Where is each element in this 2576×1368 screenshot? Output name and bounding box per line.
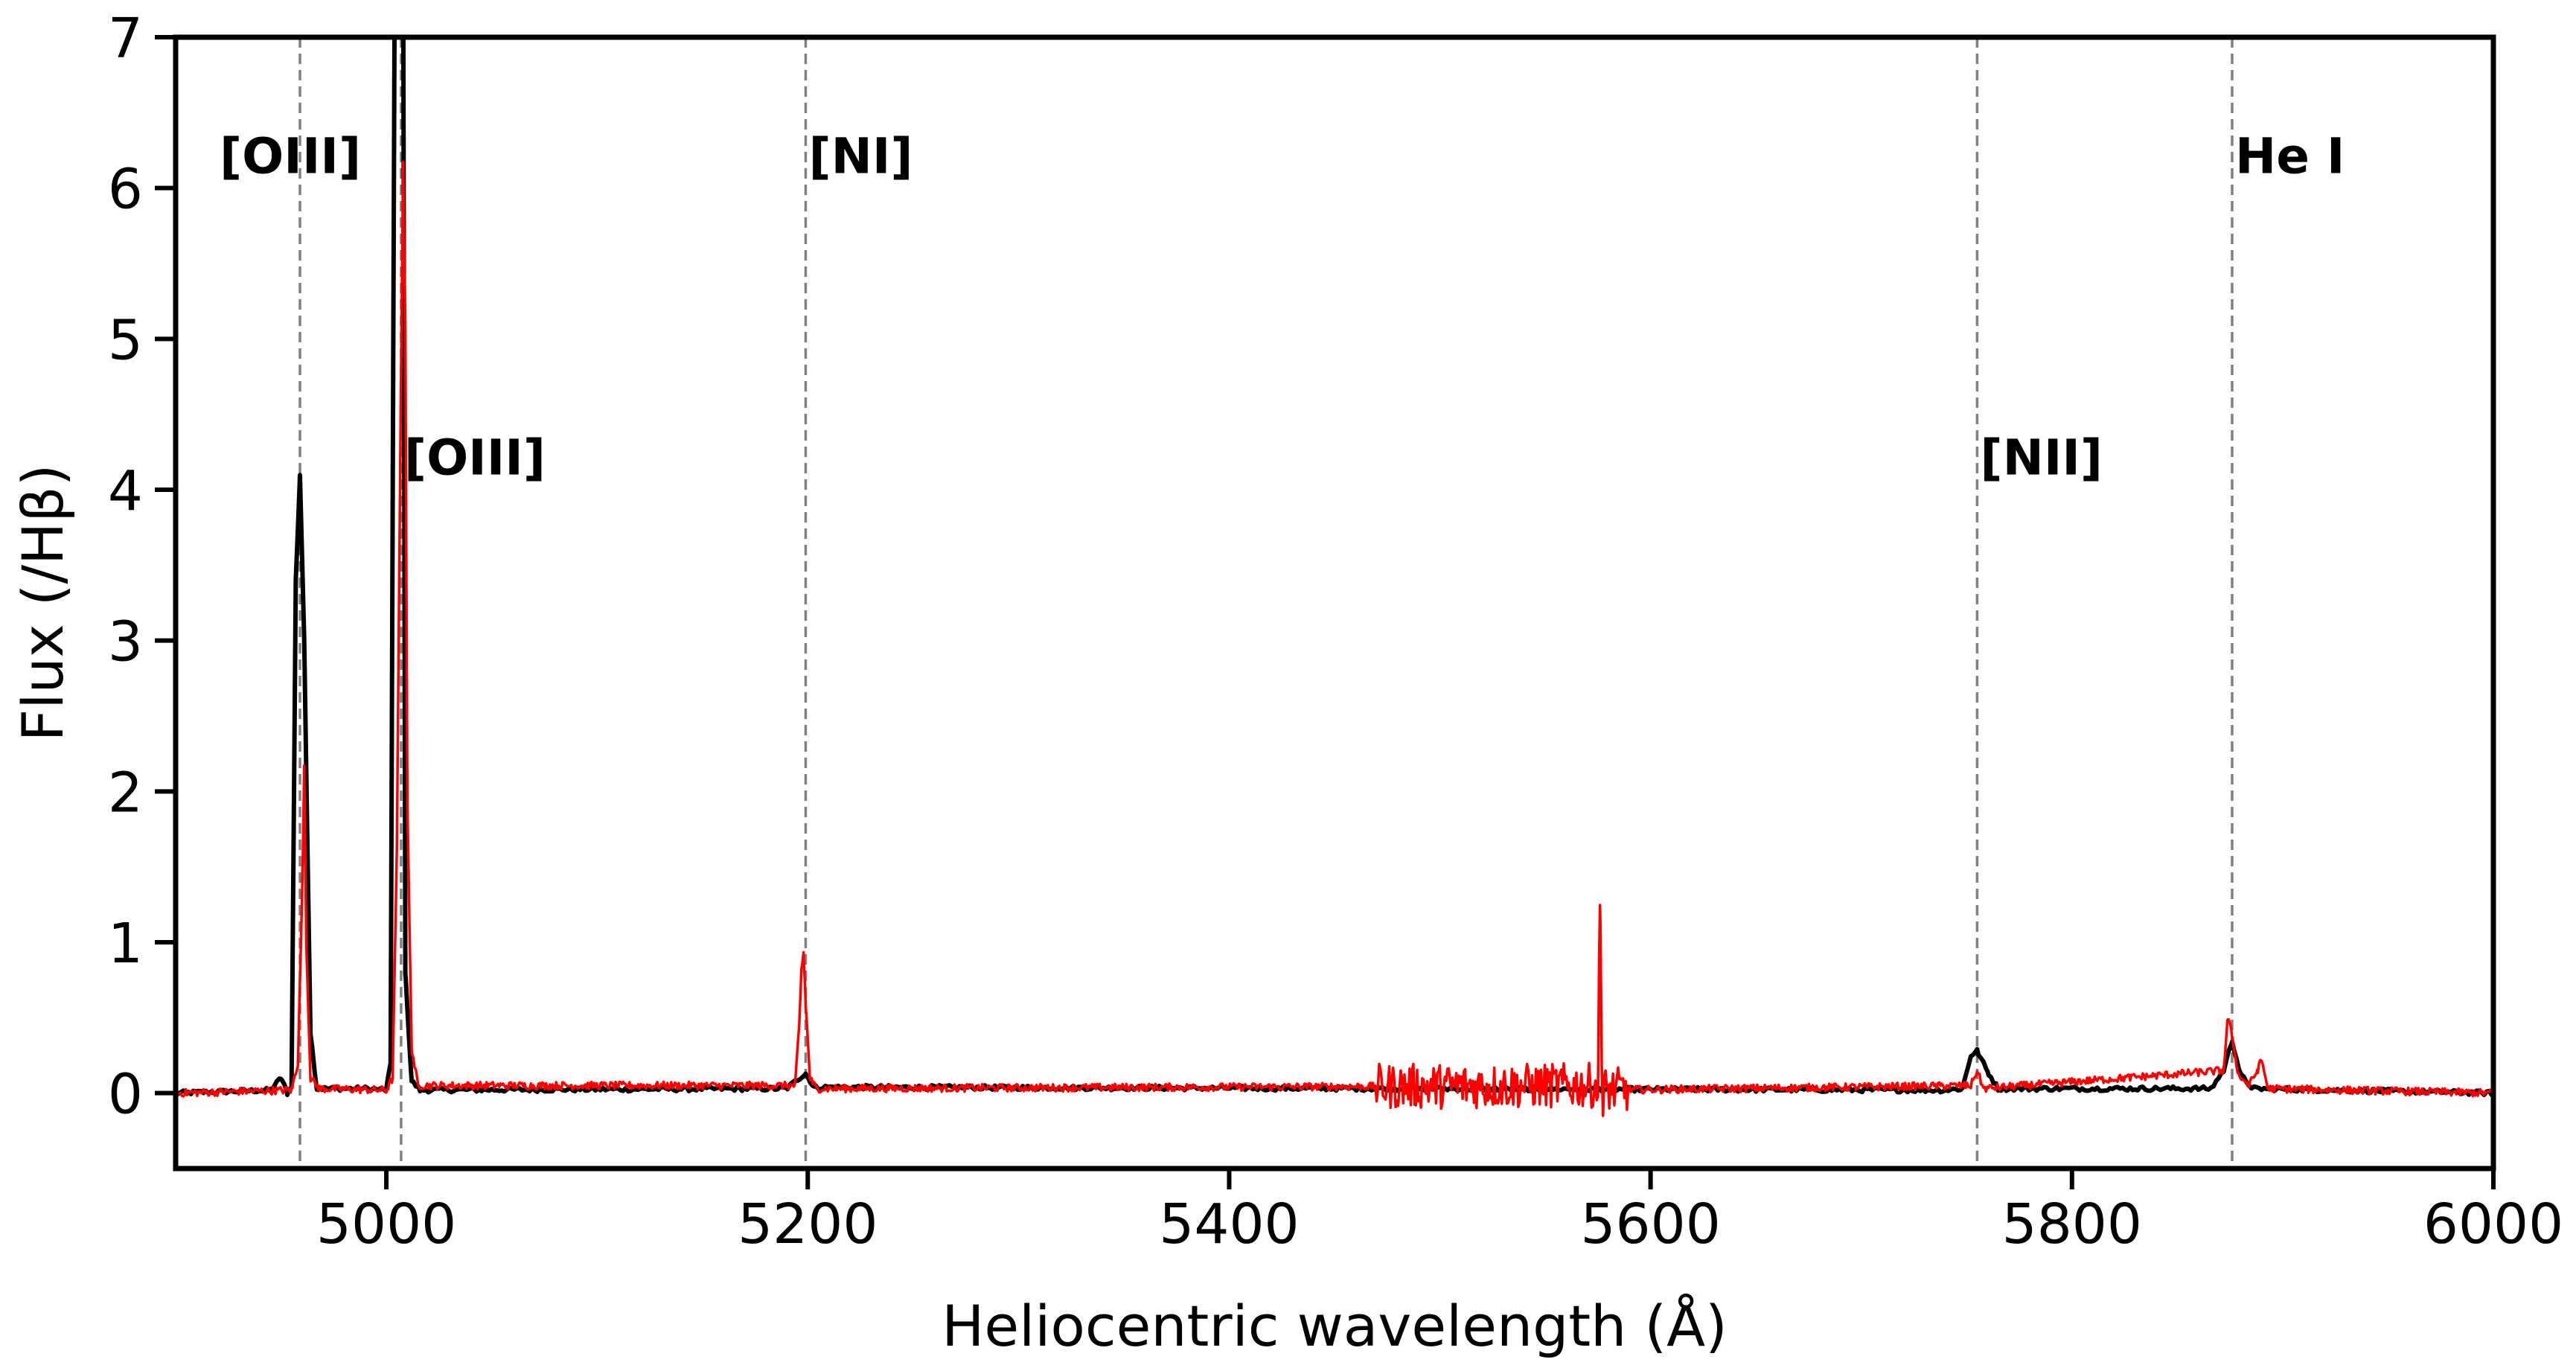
y-tick-label: 7 <box>108 7 143 71</box>
y-tick-label: 1 <box>108 912 143 976</box>
x-tick-label: 5000 <box>316 1192 456 1256</box>
y-tick-label: 3 <box>108 610 143 674</box>
line-label: [NII] <box>1980 429 2103 487</box>
y-tick-label: 6 <box>108 158 143 222</box>
x-tick-label: 6000 <box>2423 1192 2563 1256</box>
x-tick-label: 5800 <box>2002 1192 2142 1256</box>
axis-ticks: 5000 5200 5400 5600 5800 6000 0 1 2 3 4 5 6 7 <box>108 7 2563 1256</box>
y-tick-label: 4 <box>108 459 143 523</box>
y-tick-label: 5 <box>108 308 143 372</box>
reference-lines: [OIII] [OIII] [NI] [NII] He I <box>220 37 2345 1169</box>
plot-frame <box>173 34 2496 1172</box>
series-red-line <box>176 160 2493 1117</box>
line-label: [OIII] <box>220 127 361 185</box>
series-black-line <box>176 37 2493 1098</box>
line-label: [OIII] <box>404 429 546 487</box>
series-layer <box>176 37 2493 1117</box>
line-label: [NI] <box>808 127 913 185</box>
y-tick-label: 2 <box>108 761 143 825</box>
x-axis-label: Heliocentric wavelength (Å) <box>942 1293 1728 1359</box>
line-label: He I <box>2235 127 2345 185</box>
x-tick-label: 5400 <box>1159 1192 1299 1256</box>
x-tick-label: 5200 <box>738 1192 878 1256</box>
y-tick-label: 0 <box>108 1063 143 1127</box>
y-axis-label: Flux (/Hβ) <box>10 464 76 742</box>
x-tick-label: 5600 <box>1580 1192 1720 1256</box>
